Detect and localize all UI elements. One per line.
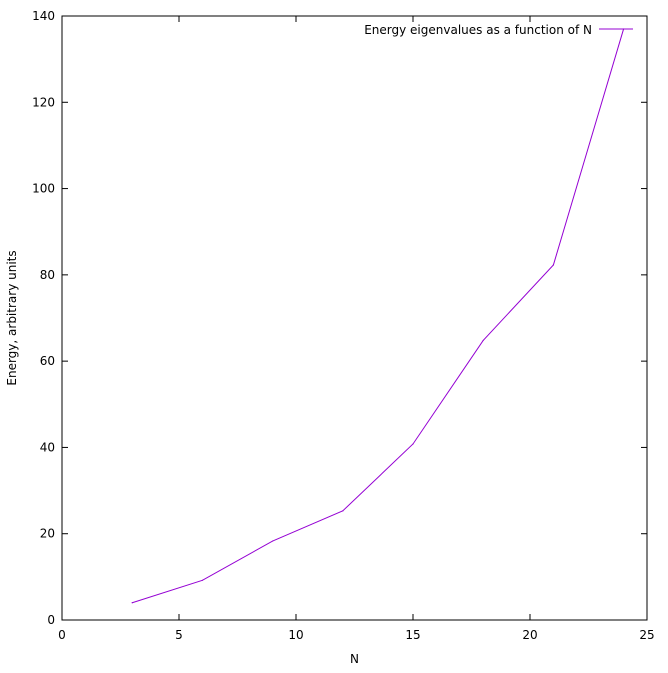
series-line: [132, 28, 625, 604]
legend: Energy eigenvalues as a function of N: [364, 23, 633, 37]
data-point: [272, 540, 274, 542]
x-tick-label: 25: [639, 628, 654, 642]
x-tick-label: 10: [288, 628, 303, 642]
x-tick-label: 15: [405, 628, 420, 642]
x-axis-ticks: 0 5 10 15 20 25: [58, 16, 655, 642]
y-axis-label: Energy, arbitrary units: [5, 250, 19, 385]
data-point: [342, 510, 344, 512]
series-layer: [131, 28, 625, 604]
data-point: [201, 579, 203, 581]
data-point: [552, 264, 555, 266]
y-tick-label: 120: [32, 95, 55, 109]
y-tick-label: 100: [32, 182, 55, 196]
data-point: [131, 602, 133, 604]
y-tick-label: 140: [32, 9, 55, 23]
y-tick-label: 40: [40, 440, 55, 454]
x-tick-label: 5: [175, 628, 183, 642]
y-tick-label: 80: [40, 268, 55, 282]
y-tick-label: 20: [40, 527, 55, 541]
y-axis-ticks: 0 20 40 60 80 100 120 140: [32, 9, 647, 627]
x-tick-label: 0: [58, 628, 66, 642]
x-axis-label: N: [350, 652, 359, 666]
x-tick-label: 20: [522, 628, 537, 642]
legend-label: Energy eigenvalues as a function of N: [364, 23, 592, 37]
data-point: [412, 443, 414, 445]
data-point: [482, 339, 484, 342]
plot-frame: [61, 15, 648, 621]
y-tick-label: 0: [47, 613, 55, 627]
y-tick-label: 60: [40, 354, 55, 368]
